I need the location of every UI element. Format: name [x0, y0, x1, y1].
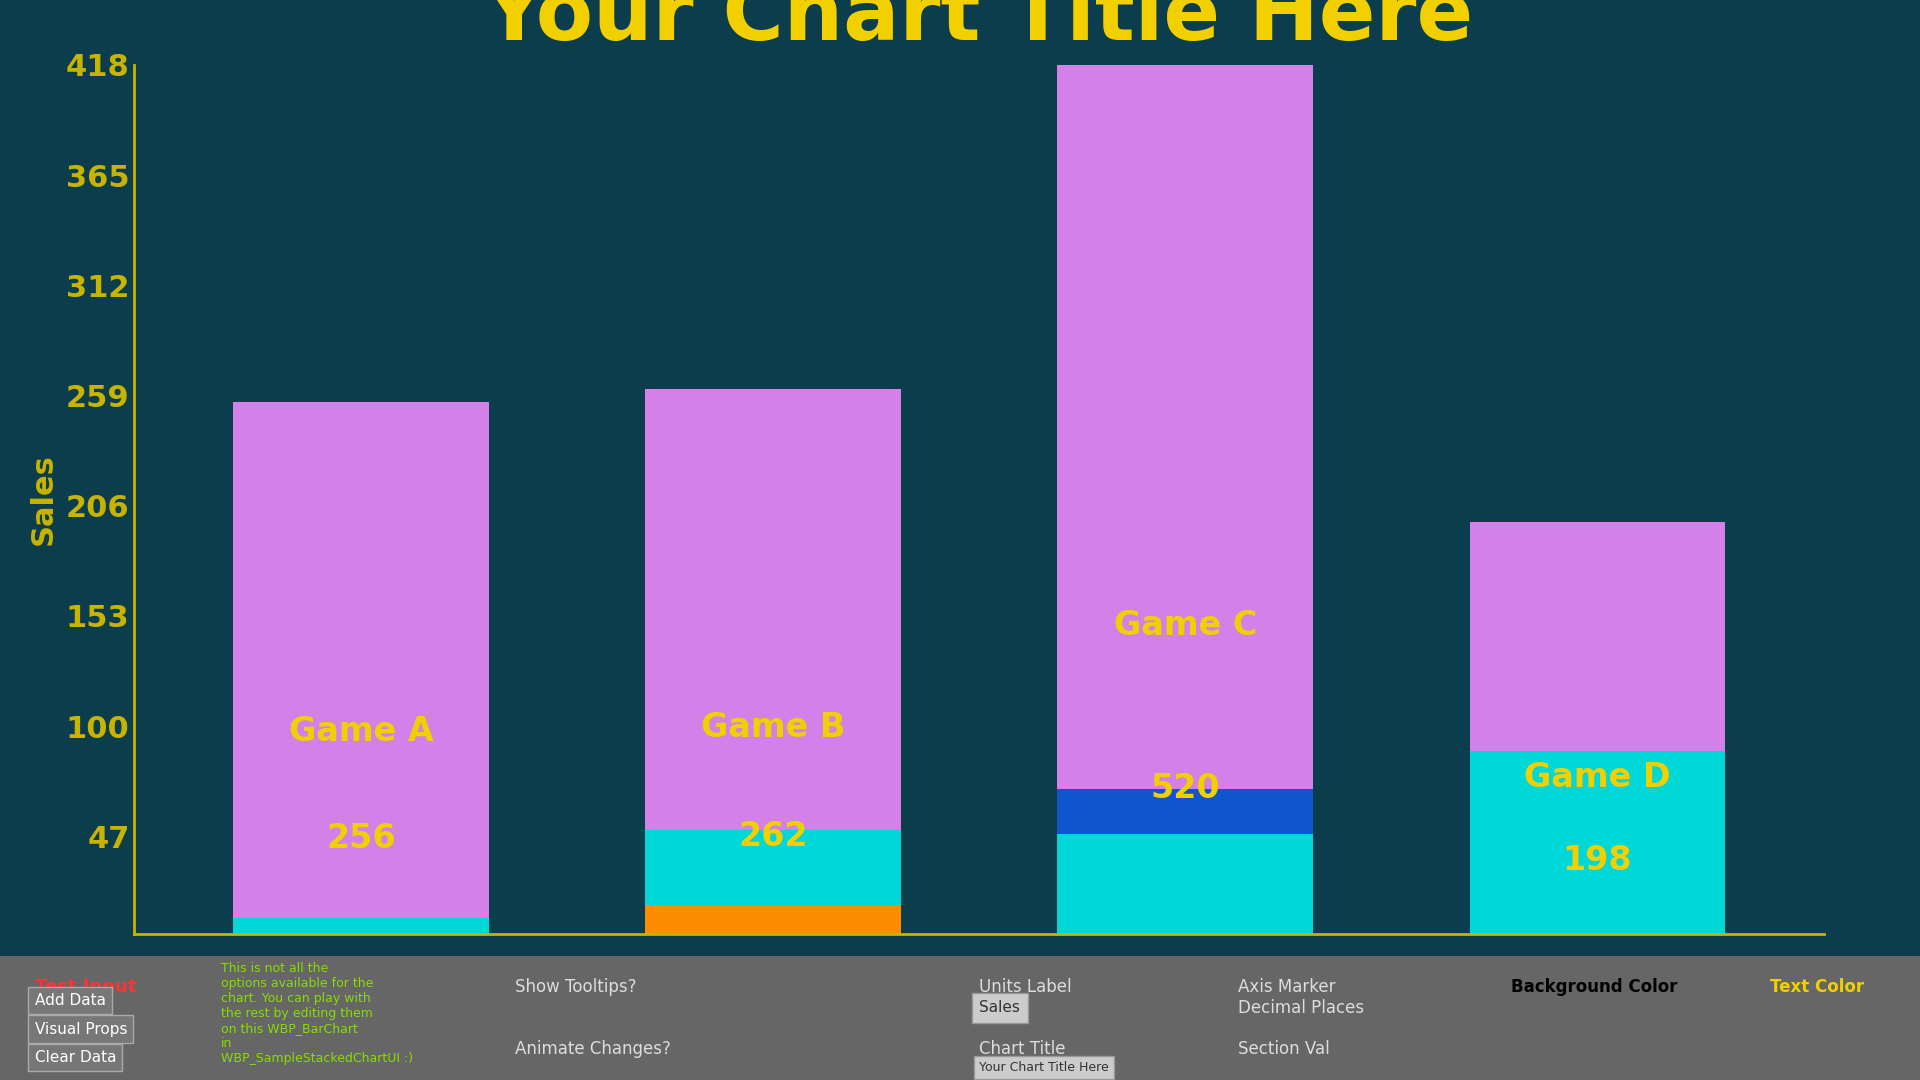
Bar — [1058, 835, 1313, 934]
Text: Section Val: Section Val — [1238, 1040, 1331, 1058]
Text: Chart Title: Chart Title — [979, 1040, 1066, 1058]
Bar — [1058, 0, 1313, 788]
Text: Game D: Game D — [1524, 761, 1670, 794]
Text: Background Color: Background Color — [1511, 978, 1678, 996]
Y-axis label: Sales: Sales — [29, 454, 58, 545]
Text: Game C: Game C — [1114, 609, 1258, 643]
Bar — [1469, 523, 1724, 752]
Text: Test Input: Test Input — [35, 978, 136, 996]
Bar — [1469, 752, 1724, 934]
Text: Game A: Game A — [288, 715, 434, 748]
Text: 256: 256 — [326, 822, 396, 855]
Text: 198: 198 — [1563, 843, 1632, 877]
Bar — [645, 905, 900, 934]
Text: Your Chart Title Here: Your Chart Title Here — [979, 1061, 1110, 1075]
Bar — [234, 402, 490, 918]
Text: Axis Marker
Decimal Places: Axis Marker Decimal Places — [1238, 978, 1365, 1017]
Text: Text Color: Text Color — [1770, 978, 1864, 996]
Bar — [645, 831, 900, 905]
Text: Game B: Game B — [701, 711, 845, 744]
Bar — [645, 389, 900, 831]
Bar — [234, 918, 490, 934]
Text: Units Label: Units Label — [979, 978, 1071, 996]
Text: Visual Props: Visual Props — [35, 1022, 127, 1037]
Text: Add Data: Add Data — [35, 993, 106, 1008]
Text: Clear Data: Clear Data — [35, 1050, 115, 1065]
Text: Show Tooltips?: Show Tooltips? — [515, 978, 636, 996]
Title: Your Chart Title Here: Your Chart Title Here — [484, 0, 1475, 57]
Text: 520: 520 — [1150, 772, 1219, 805]
Bar — [1058, 788, 1313, 835]
Text: Animate Changes?: Animate Changes? — [515, 1040, 670, 1058]
Text: Sales: Sales — [979, 1000, 1020, 1015]
Text: This is not all the
options available for the
chart. You can play with
the rest : This is not all the options available fo… — [221, 962, 413, 1065]
Text: 262: 262 — [739, 820, 808, 852]
